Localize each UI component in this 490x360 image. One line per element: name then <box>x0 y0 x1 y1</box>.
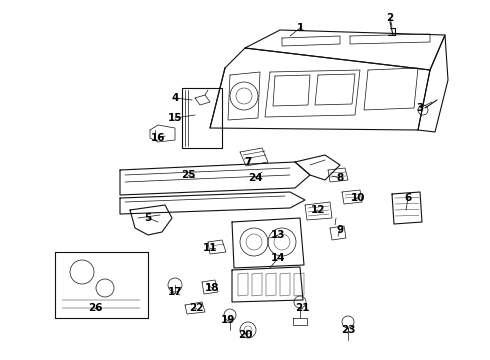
Text: 3: 3 <box>416 103 424 113</box>
Text: 7: 7 <box>245 157 252 167</box>
Text: 20: 20 <box>238 330 252 340</box>
Text: 18: 18 <box>205 283 219 293</box>
Text: 1: 1 <box>296 23 304 33</box>
Text: 19: 19 <box>221 315 235 325</box>
Text: 15: 15 <box>168 113 182 123</box>
Text: 22: 22 <box>189 303 203 313</box>
Text: 13: 13 <box>271 230 285 240</box>
Text: 21: 21 <box>295 303 309 313</box>
Text: 2: 2 <box>387 13 393 23</box>
Text: 16: 16 <box>151 133 165 143</box>
Text: 25: 25 <box>181 170 195 180</box>
Text: 14: 14 <box>270 253 285 263</box>
Text: 10: 10 <box>351 193 365 203</box>
Text: 4: 4 <box>172 93 179 103</box>
Text: 8: 8 <box>336 173 343 183</box>
Text: 9: 9 <box>337 225 343 235</box>
Text: 26: 26 <box>88 303 102 313</box>
Text: 5: 5 <box>145 213 151 223</box>
Text: 11: 11 <box>203 243 217 253</box>
Text: 12: 12 <box>311 205 325 215</box>
Text: 23: 23 <box>341 325 355 335</box>
Text: 24: 24 <box>247 173 262 183</box>
Text: 17: 17 <box>168 287 182 297</box>
Text: 6: 6 <box>404 193 412 203</box>
